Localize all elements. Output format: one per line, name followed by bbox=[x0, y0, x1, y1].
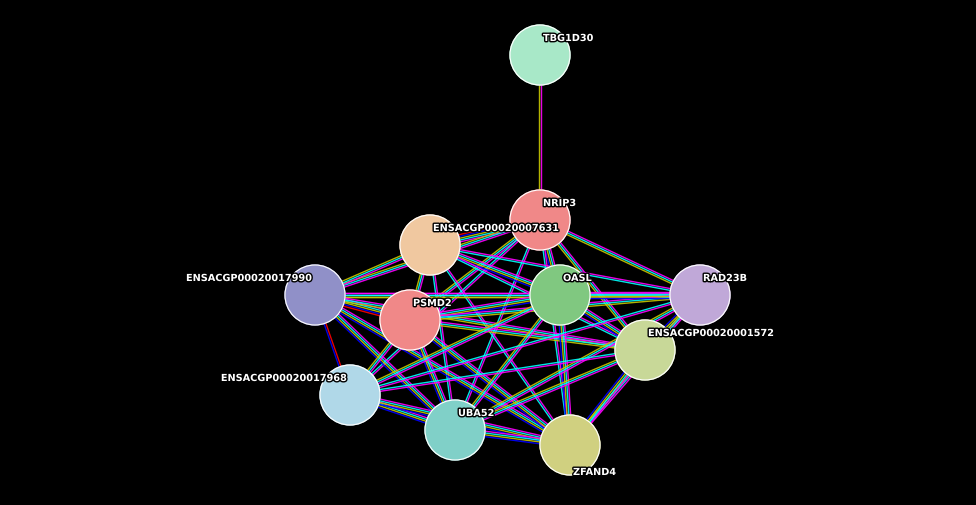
Text: ENSACGP00020017990: ENSACGP00020017990 bbox=[186, 273, 312, 283]
Text: ENSACGP00020001572: ENSACGP00020001572 bbox=[648, 328, 774, 338]
Circle shape bbox=[320, 365, 380, 425]
Circle shape bbox=[380, 290, 440, 350]
Circle shape bbox=[285, 265, 345, 325]
Circle shape bbox=[670, 265, 730, 325]
Circle shape bbox=[425, 400, 485, 460]
Circle shape bbox=[540, 415, 600, 475]
Text: ENSACGP00020017968: ENSACGP00020017968 bbox=[221, 373, 347, 383]
Text: NRIP3: NRIP3 bbox=[543, 198, 576, 208]
Text: ENSACGP00020007631: ENSACGP00020007631 bbox=[433, 223, 559, 233]
Circle shape bbox=[510, 25, 570, 85]
Text: ZFAND4: ZFAND4 bbox=[573, 467, 616, 477]
Text: TBG1D30: TBG1D30 bbox=[543, 33, 593, 43]
Text: PSMD2: PSMD2 bbox=[413, 298, 452, 308]
Text: OASL: OASL bbox=[563, 273, 591, 283]
Circle shape bbox=[530, 265, 590, 325]
Circle shape bbox=[615, 320, 675, 380]
Text: RAD23B: RAD23B bbox=[703, 273, 747, 283]
Circle shape bbox=[400, 215, 460, 275]
Circle shape bbox=[510, 190, 570, 250]
Text: UBA52: UBA52 bbox=[458, 408, 494, 418]
